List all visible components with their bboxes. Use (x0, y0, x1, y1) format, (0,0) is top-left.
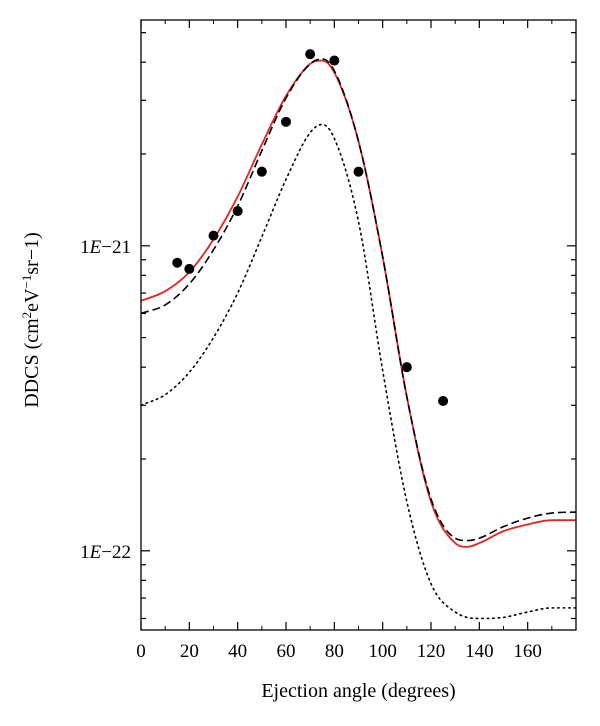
data-point (353, 166, 364, 177)
data-point (256, 166, 267, 177)
data-point (232, 206, 243, 217)
data-point (184, 263, 195, 274)
x-tick-label: 0 (136, 641, 146, 662)
plot-frame (140, 19, 577, 631)
x-tick-label: 60 (277, 641, 296, 662)
x-tick-label: 40 (228, 641, 247, 662)
data-point (305, 49, 316, 60)
y-tick-label: 1E−22 (80, 542, 131, 563)
y-tick-label: 1E−21 (80, 237, 131, 258)
data-markers (172, 49, 449, 406)
y-axis-title: DDCS (cm2eV−1sr−1) (19, 232, 44, 408)
x-tick-label: 120 (417, 641, 446, 662)
x-tick-label: 20 (180, 641, 199, 662)
series-line-dotted (140, 123, 577, 620)
x-tick-label: 160 (513, 641, 542, 662)
x-tick-label: 100 (368, 641, 397, 662)
data-point (172, 257, 183, 268)
x-axis-ticks: 0 20 40 60 80 100 120 140 160 (136, 20, 553, 662)
series-line-solid (140, 59, 576, 548)
y-axis-ticks: 1E−22 1E−21 (80, 32, 576, 620)
x-tick-label: 80 (325, 641, 344, 662)
x-axis-title: Ejection angle (degrees) (261, 680, 455, 702)
data-point (329, 55, 340, 66)
data-point (208, 230, 219, 241)
data-point (401, 362, 412, 373)
series-line-dashed (140, 58, 577, 542)
data-point (438, 395, 449, 406)
data-series (140, 58, 577, 620)
data-point (281, 116, 291, 127)
x-tick-label: 140 (465, 641, 494, 662)
